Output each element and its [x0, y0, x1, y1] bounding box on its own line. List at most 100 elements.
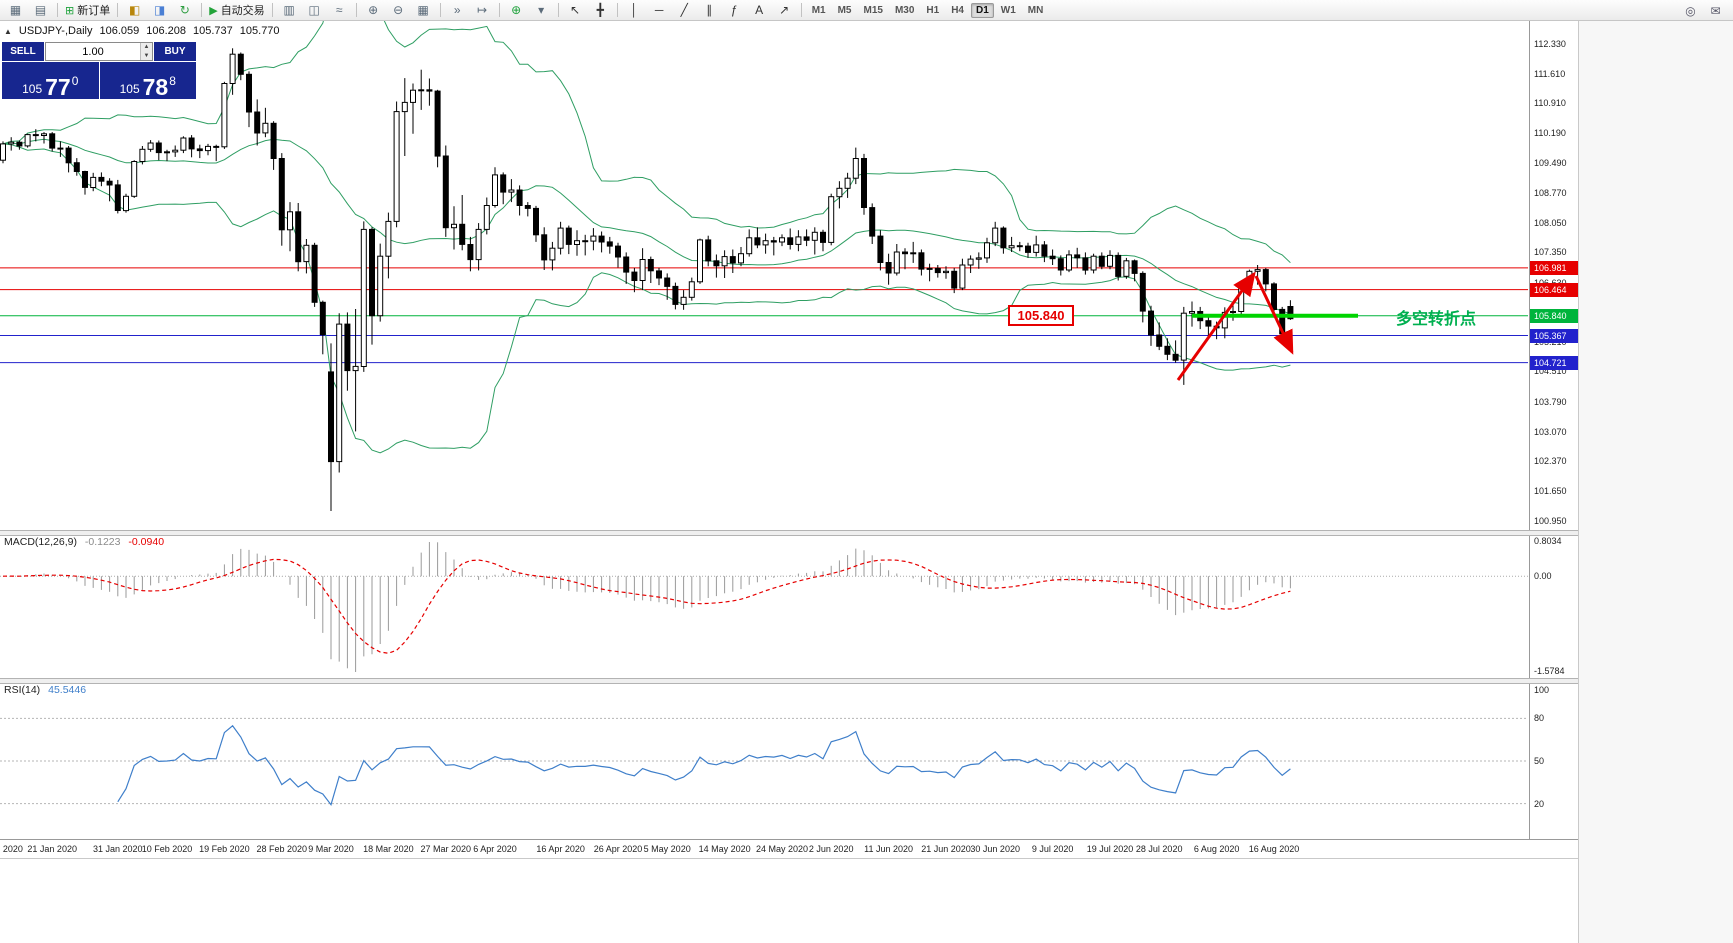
- channel-icon[interactable]: ∥: [706, 3, 713, 17]
- date-label: 28 Feb 2020: [256, 844, 308, 854]
- price-level-annotation[interactable]: 105.840: [1008, 305, 1074, 326]
- timeframe-mn[interactable]: MN: [1027, 4, 1044, 16]
- indicator-scale-label: 50: [1534, 756, 1545, 766]
- lot-size-field[interactable]: 1.00 ▲ ▼: [45, 42, 153, 61]
- market-watch-icon[interactable]: ◧: [129, 3, 141, 17]
- zoom-out-icon[interactable]: ⊖: [393, 3, 404, 17]
- text-tool-icon[interactable]: A: [755, 3, 764, 17]
- rsi-title: RSI(14): [4, 684, 41, 696]
- turning-point-note[interactable]: 多空转折点: [1396, 311, 1477, 328]
- rsi-value: 45.5446: [48, 684, 87, 696]
- trendline-icon[interactable]: ╱: [680, 3, 688, 17]
- date-label: 19 Jul 2020: [1086, 844, 1134, 854]
- data-window-icon[interactable]: ◨: [154, 3, 166, 17]
- timeframe-m15[interactable]: M15: [863, 4, 883, 16]
- date-label: 18 Mar 2020: [363, 844, 414, 854]
- bid-price-big: 77: [45, 73, 71, 100]
- cursor-icon[interactable]: ↖: [570, 3, 581, 17]
- indicator-scale-label: 0.8034: [1534, 536, 1562, 546]
- timeframe-w1[interactable]: W1: [1000, 4, 1016, 16]
- price-tick: 107.350: [1534, 247, 1567, 258]
- sell-button[interactable]: 105 77 0: [2, 62, 99, 99]
- price-tick: 111.610: [1534, 68, 1566, 79]
- new-chart-icon[interactable]: ▦: [9, 3, 22, 17]
- price-tag: 106.981: [1530, 260, 1579, 275]
- rsi-panel-resize-handle[interactable]: [0, 678, 1578, 684]
- date-label: 9 Mar 2020: [308, 844, 354, 854]
- tile-windows-icon[interactable]: ▦: [417, 3, 429, 17]
- lot-decrease-button[interactable]: ▼: [141, 51, 152, 60]
- macd-panel-resize-handle[interactable]: [0, 530, 1578, 536]
- chart-shift-icon[interactable]: ↦: [477, 3, 488, 17]
- timeframe-m5[interactable]: M5: [837, 4, 852, 16]
- open-value: 106.059: [99, 25, 140, 37]
- auto-scroll-icon[interactable]: »: [453, 3, 461, 17]
- timeframe-h4[interactable]: H4: [951, 4, 964, 16]
- price-tick: 100.950: [1534, 515, 1567, 526]
- price-tick: 110.910: [1534, 98, 1566, 109]
- one-click-trading-panel: SELL 1.00 ▲ ▼ BUY 105 77 0 105 78 8: [2, 42, 196, 99]
- date-label: 14 May 2020: [698, 844, 751, 854]
- date-label: 2 Jun 2020: [808, 844, 854, 854]
- timeframe-h1[interactable]: H1: [926, 4, 940, 16]
- macd-title: MACD(12,26,9): [4, 536, 77, 548]
- timeframe-m1[interactable]: M1: [811, 4, 826, 16]
- timeframe-d1[interactable]: D1: [971, 2, 994, 18]
- date-label: 16 Apr 2020: [536, 844, 585, 854]
- new-order-button[interactable]: ⊞ 新订单: [63, 2, 112, 19]
- autotrading-button[interactable]: ▶ 自动交易: [207, 2, 266, 19]
- timeframe-m30[interactable]: M30: [894, 4, 915, 16]
- bar-chart-icon[interactable]: ▥: [283, 3, 295, 17]
- date-label: 21 Jun 2020: [921, 844, 971, 854]
- price-tick: 108.050: [1534, 218, 1567, 229]
- date-label: 19 Feb 2020: [199, 844, 250, 854]
- indicator-scale-label: -1.5784: [1534, 666, 1565, 676]
- autotrading-button-icon: ▶: [209, 4, 218, 17]
- main-toolbar: ▦ ▤ ⊞ 新订单 ◧ ◨ ↻ ▶ 自动交易 ▥ ◫ ≈ ⊕ ⊖ ▦ » ↦ ⊕ ▾ ↖ ╋ │ ─ ╱ ∥ ƒ A ↗ M1 M5 M15…: [0, 0, 1733, 21]
- zoom-in-icon[interactable]: ⊕: [368, 3, 379, 17]
- toolbar-divider: [117, 3, 119, 17]
- profiles-icon[interactable]: ▤: [34, 3, 47, 17]
- buy-label: BUY: [154, 42, 196, 61]
- price-tick: 103.790: [1534, 396, 1567, 407]
- workspace-background-right: [1578, 21, 1733, 943]
- line-chart-icon[interactable]: ≈: [335, 3, 343, 17]
- bid-price-sup: 0: [71, 74, 79, 88]
- toolbar-divider: [616, 3, 618, 17]
- fibonacci-icon[interactable]: ƒ: [730, 3, 738, 17]
- crosshair-icon[interactable]: ╋: [596, 3, 604, 17]
- lot-increase-button[interactable]: ▲: [141, 43, 152, 52]
- macd-main-value: -0.1223: [84, 536, 121, 548]
- indicators-icon[interactable]: ⊕: [511, 3, 522, 17]
- price-tag: 105.367: [1530, 328, 1579, 343]
- date-label: 27 Mar 2020: [420, 844, 472, 854]
- price-axis[interactable]: 112.330 111.610 110.910 110.190 109.490 108.7…: [1529, 21, 1579, 858]
- macd-signal-value: -0.0940: [128, 536, 165, 548]
- lot-size-value[interactable]: 1.00: [82, 45, 104, 58]
- toolbar-buttons: ▦ ▤ ⊞ 新订单 ◧ ◨ ↻ ▶ 自动交易 ▥ ◫ ≈ ⊕ ⊖ ▦ » ↦ ⊕ ▾ ↖ ╋ │ ─ ╱ ∥ ƒ A ↗ M1 M5 M15…: [3, 0, 1049, 20]
- rsi-header: RSI(14) 45.5446: [4, 684, 86, 696]
- mailbox-icon[interactable]: ✉: [1710, 3, 1721, 18]
- candlestick-chart-icon[interactable]: ◫: [308, 3, 320, 17]
- high-value: 106.208: [146, 25, 187, 37]
- indicators-dropdown-icon[interactable]: ▾: [538, 3, 545, 17]
- date-label: 11 Jun 2020: [864, 844, 914, 854]
- low-value: 105.737: [193, 25, 233, 37]
- arrows-tool-icon[interactable]: ↗: [779, 3, 790, 17]
- chart-symbol-icon: ▲: [4, 26, 12, 36]
- price-tick: 108.770: [1534, 187, 1567, 198]
- price-tick: 104.510: [1534, 366, 1567, 377]
- workspace-background-bottom: [0, 858, 1578, 943]
- toolbar-divider: [201, 3, 203, 17]
- price-tick: 109.490: [1534, 157, 1567, 168]
- vertical-line-icon[interactable]: │: [630, 3, 638, 17]
- price-tick: 112.330: [1534, 38, 1566, 49]
- search-icon[interactable]: ◎: [1685, 3, 1696, 18]
- buy-button[interactable]: 105 78 8: [99, 62, 196, 99]
- horizontal-line-icon[interactable]: ─: [654, 3, 664, 17]
- toolbar-divider: [557, 3, 559, 17]
- refresh-icon[interactable]: ↻: [179, 3, 190, 17]
- date-label: 21 Jan 2020: [27, 844, 77, 854]
